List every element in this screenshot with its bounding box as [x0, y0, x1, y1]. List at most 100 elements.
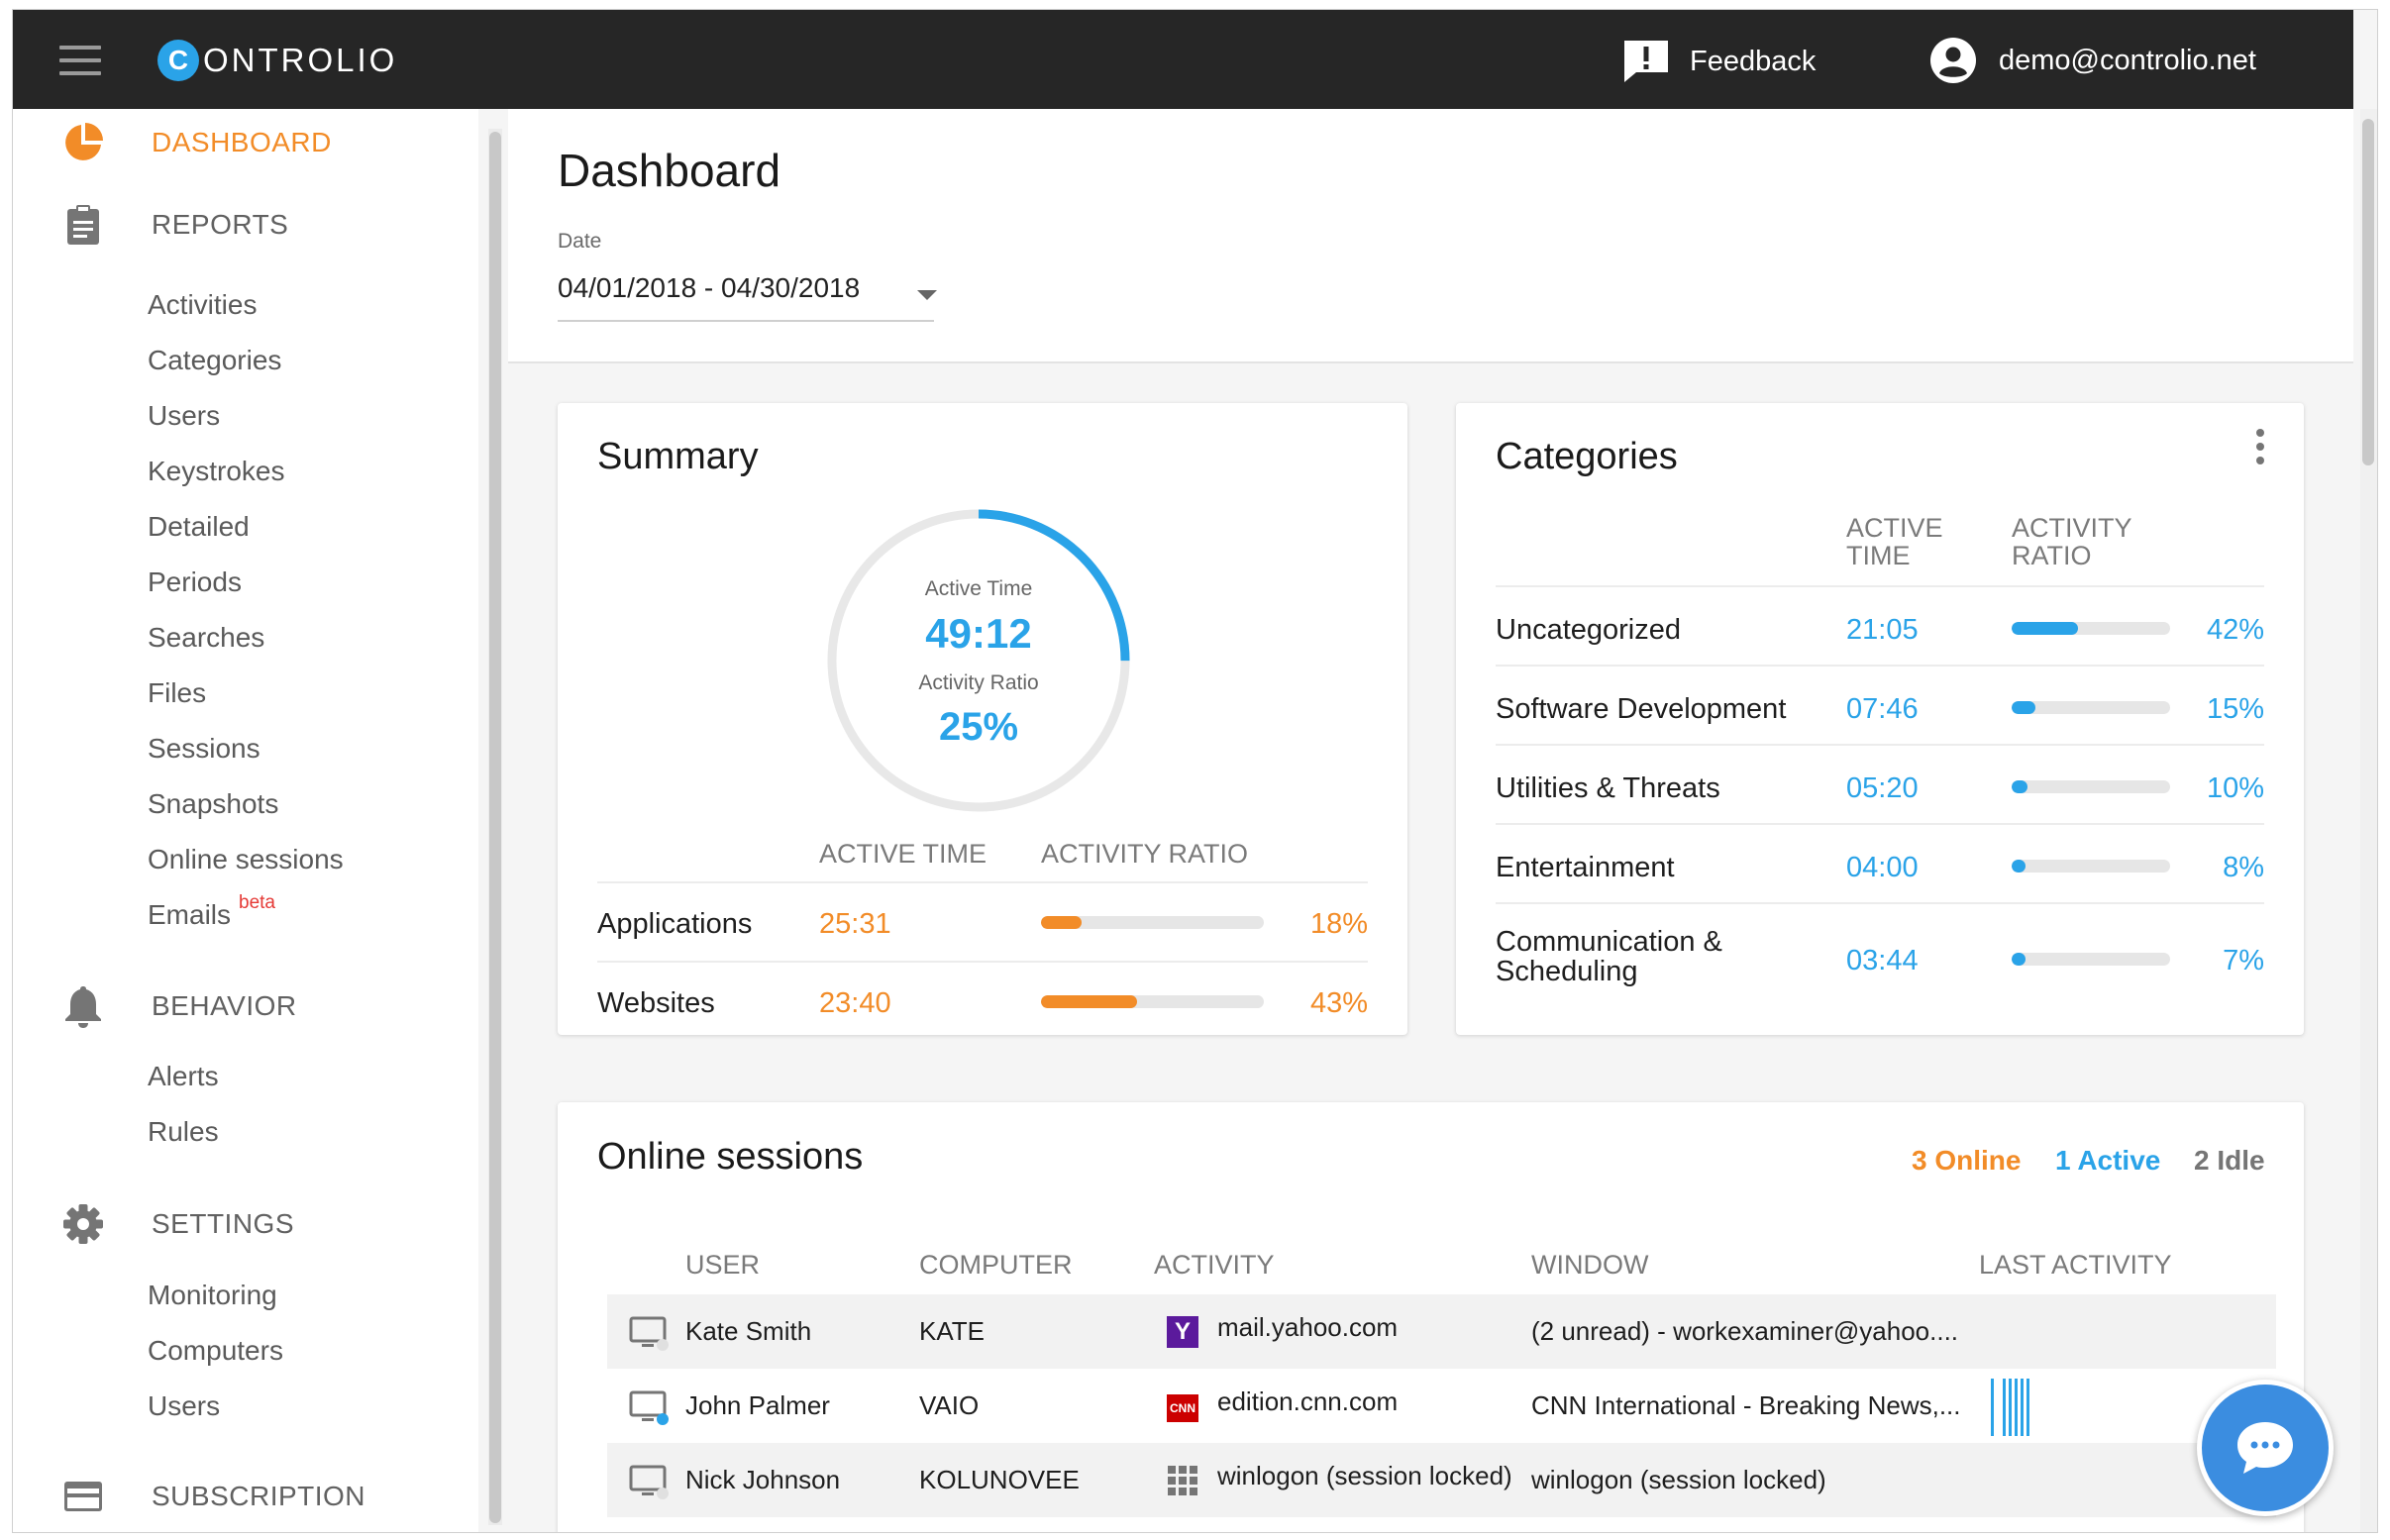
divider — [597, 881, 1368, 883]
category-row-name: Utilities & Threats — [1496, 772, 1720, 804]
date-range-value: 04/01/2018 - 04/30/2018 — [558, 272, 861, 303]
divider — [1496, 823, 2264, 825]
sidebar-section-settings[interactable]: SETTINGS — [62, 1199, 294, 1249]
active-count[interactable]: 1 Active — [2055, 1145, 2161, 1176]
session-user: Kate Smith — [685, 1316, 812, 1346]
chevron-down-icon — [917, 290, 937, 300]
main-scrollbar[interactable] — [2360, 109, 2377, 1532]
sidebar-item-monitoring[interactable]: Monitoring — [148, 1280, 277, 1310]
sidebar-label-dashboard: DASHBOARD — [152, 127, 332, 157]
main-scroll-thumb[interactable] — [2362, 119, 2374, 465]
sidebar-item-settings-users[interactable]: Users — [148, 1390, 221, 1421]
sidebar-section-subscription[interactable]: SUBSCRIPTION — [62, 1472, 365, 1521]
logo-mark: C — [157, 40, 199, 81]
sidebar-item-activities[interactable]: Activities — [148, 289, 258, 320]
sessions-col-window: WINDOW — [1531, 1250, 1649, 1280]
sidebar-item-snapshots[interactable]: Snapshots — [148, 788, 279, 819]
col-header-line: TIME — [1846, 541, 1911, 570]
category-row-bar — [2012, 622, 2170, 635]
sidebar-section-reports[interactable]: REPORTS — [62, 200, 288, 250]
sessions-col-last-activity: LAST ACTIVITY — [1979, 1250, 2172, 1280]
cnn-icon: CNN — [1167, 1394, 1198, 1422]
sidebar-item-dashboard[interactable]: DASHBOARD — [62, 118, 332, 167]
feedback-icon — [1624, 41, 1668, 82]
category-row-ratio: 7% — [2223, 945, 2264, 976]
chat-button[interactable] — [2197, 1380, 2334, 1516]
sessions-col-activity: ACTIVITY — [1154, 1250, 1275, 1280]
sidebar-scrollbar[interactable] — [488, 129, 502, 1525]
summary-row-ratio: 43% — [1310, 987, 1369, 1019]
sessions-col-user: USER — [685, 1250, 761, 1280]
category-row-ratio: 8% — [2223, 852, 2264, 883]
category-row-ratio: 10% — [2206, 772, 2264, 804]
summary-row-bar — [1041, 995, 1264, 1008]
session-activity: mail.yahoo.com — [1217, 1312, 1399, 1342]
sidebar-item-categories[interactable]: Categories — [148, 345, 282, 375]
chat-icon — [2237, 1422, 2293, 1474]
category-row-name: Uncategorized — [1496, 614, 1681, 646]
app-grid-icon — [1168, 1466, 1197, 1495]
sidebar-label-reports: REPORTS — [152, 209, 289, 240]
session-window: CNN International - Breaking News,... — [1531, 1390, 1961, 1420]
page-title: Dashboard — [558, 145, 781, 196]
table-row[interactable]: Nick Johnson KOLUNOVEE winlogon (session… — [607, 1443, 2276, 1517]
dashboard-icon — [62, 122, 104, 163]
logo-text: ONTROLIO — [203, 42, 398, 78]
summary-row-name: Applications — [597, 908, 753, 940]
sidebar-item-computers[interactable]: Computers — [148, 1335, 283, 1366]
sidebar-section-behavior[interactable]: BEHAVIOR — [62, 981, 297, 1031]
summary-row-ratio: 18% — [1310, 908, 1369, 940]
sidebar-item-alerts[interactable]: Alerts — [148, 1061, 219, 1091]
online-count[interactable]: 3 Online — [1912, 1145, 2022, 1176]
sidebar-item-searches[interactable]: Searches — [148, 622, 265, 653]
clipboard-icon — [62, 204, 104, 246]
sidebar-item-periods[interactable]: Periods — [148, 566, 242, 597]
session-user: Nick Johnson — [685, 1465, 841, 1494]
session-computer: VAIO — [919, 1390, 980, 1420]
sidebar-item-detailed[interactable]: Detailed — [148, 511, 250, 542]
session-activity: edition.cnn.com — [1217, 1386, 1399, 1416]
col-header-line: RATIO — [2012, 541, 2092, 570]
category-row-name: Entertainment — [1496, 852, 1675, 883]
summary-card — [558, 403, 1407, 1035]
sidebar-item-online-sessions[interactable]: Online sessions — [148, 844, 344, 874]
ring-active-time-label: Active Time — [924, 577, 1033, 600]
session-window: (2 unread) - workexaminer@yahoo.... — [1531, 1316, 1959, 1346]
category-row-ratio: 15% — [2206, 693, 2264, 725]
activity-ring-arc — [827, 509, 1130, 812]
idle-count[interactable]: 2 Idle — [2194, 1145, 2265, 1176]
page-header — [508, 109, 2353, 363]
ring-activity-ratio-label: Activity Ratio — [918, 671, 1039, 694]
sidebar-item-keystrokes[interactable]: Keystrokes — [148, 456, 285, 486]
category-row-bar — [2012, 953, 2170, 966]
ring-activity-ratio-value: 25% — [938, 705, 1019, 749]
gear-icon — [62, 1203, 104, 1245]
session-computer: KATE — [919, 1316, 985, 1346]
sidebar-item-emails[interactable]: Emails beta — [148, 892, 275, 931]
categories-title: Categories — [1496, 436, 1678, 477]
category-row-name: Communication & Scheduling — [1496, 927, 1722, 986]
session-user: John Palmer — [685, 1390, 830, 1420]
sidebar-scroll-thumb[interactable] — [489, 132, 501, 1523]
more-vert-icon[interactable] — [2254, 428, 2266, 465]
user-menu[interactable]: demo@controlio.net — [1929, 38, 2256, 83]
account-icon — [1930, 38, 1976, 83]
sidebar-item-sessions[interactable]: Sessions — [148, 733, 260, 764]
session-activity: winlogon (session locked) — [1217, 1461, 1512, 1490]
activity-sparkline — [1991, 1379, 2029, 1436]
sidebar-item-users[interactable]: Users — [148, 400, 221, 431]
divider — [597, 961, 1368, 963]
summary-row-name: Websites — [597, 987, 715, 1019]
menu-icon[interactable] — [59, 46, 101, 75]
bell-icon — [62, 985, 104, 1028]
table-row[interactable]: Kate Smith KATE Y mail.yahoo.com (2 unre… — [607, 1294, 2276, 1369]
table-row[interactable]: John Palmer VAIO CNN edition.cnn.com CNN… — [607, 1369, 2276, 1443]
brand-logo[interactable]: C ONTROLIO — [157, 39, 397, 82]
date-range-select[interactable]: 04/01/2018 - 04/30/2018 — [558, 262, 937, 322]
category-row-time: 05:20 — [1846, 772, 1919, 804]
sidebar-item-rules[interactable]: Rules — [148, 1116, 219, 1147]
category-row-name: Software Development — [1496, 693, 1787, 725]
feedback-button[interactable]: Feedback — [1622, 39, 1816, 84]
app-window: C ONTROLIO Feedback demo@controlio.net — [12, 9, 2378, 1533]
sidebar-item-files[interactable]: Files — [148, 677, 207, 708]
